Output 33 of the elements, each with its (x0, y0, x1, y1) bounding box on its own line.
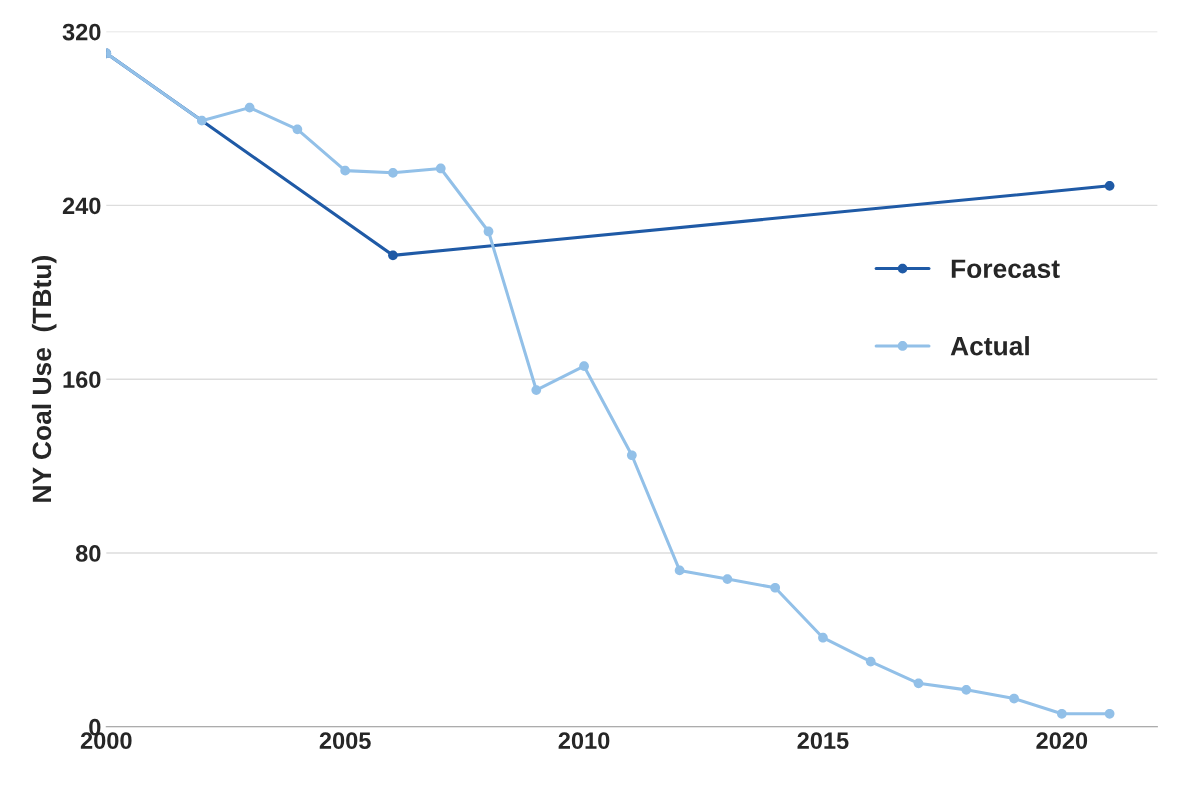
point (1056, 708, 1067, 719)
point (340, 165, 351, 176)
legend-label: Actual (950, 336, 1029, 356)
point (579, 361, 589, 372)
point (435, 163, 446, 174)
point (865, 656, 876, 667)
point (770, 582, 781, 593)
point (1104, 708, 1115, 719)
x-tick-label: 2015 (797, 732, 849, 749)
y-tick-label: 240 (62, 197, 101, 215)
x-tick-label: 2005 (319, 732, 371, 749)
y-tick-label: 80 (75, 545, 101, 562)
y-tick-label: 160 (63, 371, 101, 388)
y-axis-title: NY Coal Use (TBtu) (31, 256, 57, 502)
point (388, 250, 398, 261)
point (961, 685, 972, 695)
point (1009, 693, 1019, 704)
point (531, 385, 542, 395)
y-tick-label: 320 (62, 23, 101, 41)
point (292, 124, 303, 135)
point (196, 115, 207, 126)
legend-label: Forecast (951, 259, 1060, 279)
point (244, 102, 255, 113)
point (818, 632, 828, 643)
point (388, 167, 398, 178)
point (913, 678, 924, 689)
x-tick-label: 2010 (558, 732, 610, 749)
point (674, 565, 685, 576)
point (1104, 180, 1115, 191)
point (722, 574, 733, 584)
point (483, 226, 494, 237)
x-tick-label: 2020 (1036, 732, 1088, 749)
point (626, 450, 637, 461)
